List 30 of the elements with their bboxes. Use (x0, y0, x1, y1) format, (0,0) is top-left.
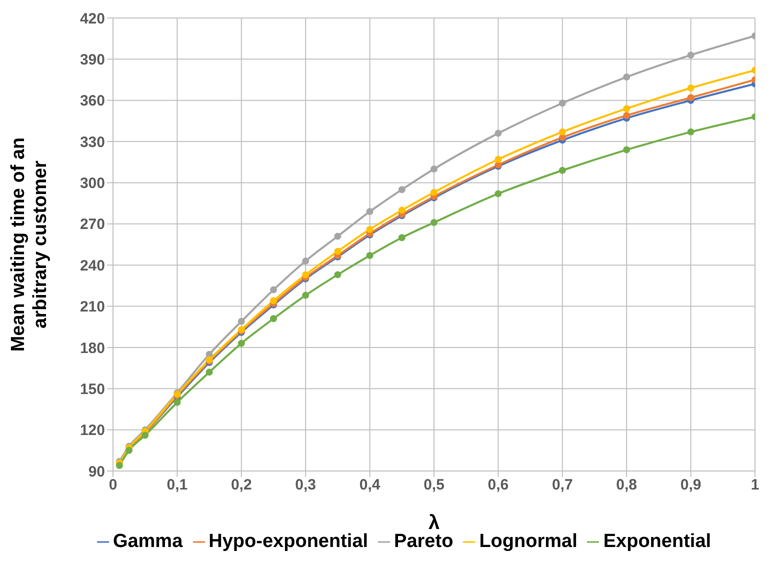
x-tick-label: 0,2 (230, 476, 252, 494)
x-tick-label: 1 (750, 476, 760, 494)
y-tick-label: 210 (80, 298, 105, 316)
x-tick-label: 0,3 (295, 476, 316, 494)
y-tick-label: 300 (80, 175, 105, 192)
y-axis-title: Mean waiting time of an arbitrary customer (8, 137, 51, 352)
x-tick-label: 0,7 (552, 476, 573, 494)
legend-label: Lognormal (479, 531, 578, 552)
y-tick-label: 360 (80, 92, 105, 110)
y-tick-label: 120 (80, 422, 105, 440)
x-axis-title: λ (428, 512, 440, 534)
y-tick-label: 180 (80, 340, 105, 357)
legend-label: Pareto (394, 531, 454, 552)
x-tick-label: 0,8 (616, 476, 638, 494)
x-tick-label: 0,1 (166, 476, 188, 494)
legend-label: Hypo-exponential (208, 531, 368, 552)
legend-label: Gamma (112, 531, 183, 552)
y-tick-label: 150 (80, 380, 105, 398)
y-tick-label: 330 (80, 134, 105, 151)
y-tick-label: 240 (80, 257, 105, 274)
x-tick-label: 0,5 (424, 476, 444, 494)
x-tick-label: 0,9 (680, 476, 702, 494)
x-tick-label: 0,4 (359, 476, 381, 494)
y-tick-label: 420 (80, 10, 105, 28)
y-tick-label: 270 (80, 216, 105, 234)
x-tick-label: 0,6 (488, 476, 509, 494)
y-tick-label: 90 (88, 463, 105, 480)
legend-label: Exponential (603, 531, 712, 552)
y-tick-label: 390 (80, 52, 105, 69)
x-tick-label: 0 (108, 476, 118, 494)
